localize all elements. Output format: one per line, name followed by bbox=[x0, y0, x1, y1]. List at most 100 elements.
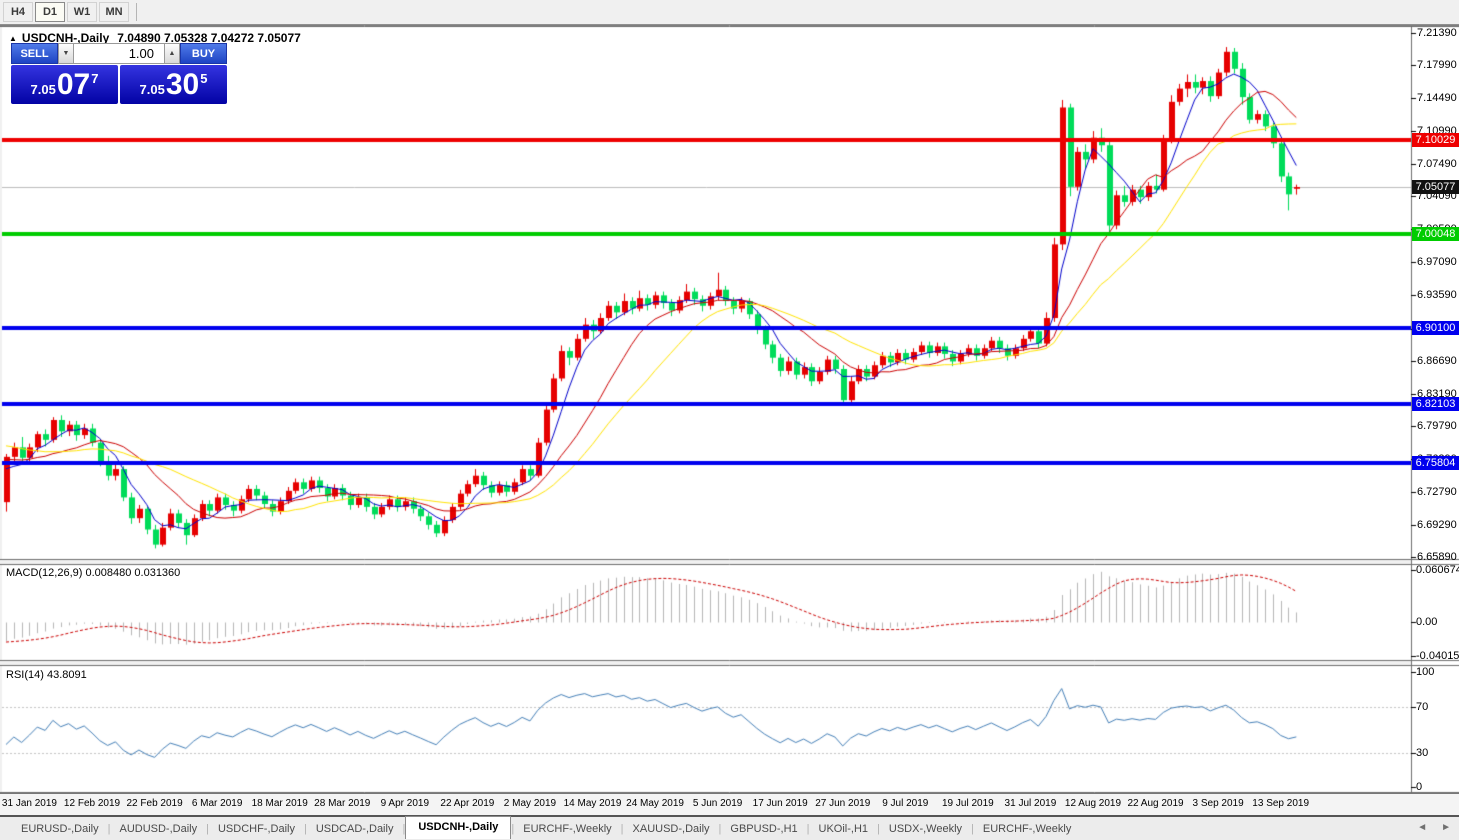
date-label: 14 May 2019 bbox=[563, 798, 622, 809]
tab-separator: | bbox=[402, 822, 406, 835]
tab-usdcad-daily[interactable]: USDCAD-,Daily bbox=[315, 822, 394, 835]
date-label: 22 Aug 2019 bbox=[1127, 798, 1184, 809]
price-badge-support-line-blue-2: 6.82103 bbox=[1412, 396, 1459, 411]
lot-decrease-button[interactable]: ▼ bbox=[58, 43, 74, 64]
tab-audusd-daily[interactable]: AUDUSD-,Daily bbox=[119, 822, 198, 835]
symbol-period-label: USDCNH-,Daily bbox=[21, 31, 110, 45]
date-label: 6 Mar 2019 bbox=[191, 798, 243, 809]
ohlc-values: 7.04890 7.05328 7.04272 7.05077 bbox=[117, 31, 301, 45]
tab-eurusd-daily[interactable]: EURUSD-,Daily bbox=[21, 822, 99, 835]
rsi-axis-label: 100 bbox=[1416, 666, 1435, 678]
sell-price-fraction: 7 bbox=[91, 71, 99, 86]
date-label: 18 Mar 2019 bbox=[251, 798, 308, 809]
timeframe-button-h4[interactable]: H4 bbox=[3, 2, 33, 22]
tab-eurchf-weekly[interactable]: EURCHF-,Weekly bbox=[523, 822, 612, 835]
date-label: 22 Apr 2019 bbox=[440, 798, 495, 809]
date-label: 22 Feb 2019 bbox=[126, 798, 183, 809]
macd-indicator-label: MACD(12,26,9) 0.008480 0.031360 bbox=[6, 567, 181, 579]
date-label: 9 Apr 2019 bbox=[380, 798, 429, 809]
buy-price-button[interactable]: 7.05 30 5 bbox=[120, 65, 227, 104]
price-tick-label: 7.17990 bbox=[1417, 59, 1457, 72]
price-tick-label: 6.83190 bbox=[1417, 387, 1457, 400]
price-tick-label: 7.07490 bbox=[1417, 158, 1457, 171]
price-tick-label: 7.14490 bbox=[1417, 92, 1457, 105]
date-label: 5 Jun 2019 bbox=[692, 798, 743, 809]
macd-axis-label: -0.040152 bbox=[1416, 650, 1459, 663]
timeframe-button-mn[interactable]: MN bbox=[99, 2, 129, 22]
price-tick-label: 6.79790 bbox=[1417, 419, 1457, 432]
date-label: 3 Sep 2019 bbox=[1192, 798, 1244, 809]
date-label: 19 Jul 2019 bbox=[942, 798, 994, 809]
symbol-tab-bar: EURUSD-,Daily | AUDUSD-,Daily | USDCHF-,Dail… bbox=[0, 815, 1459, 840]
buy-price-whole: 7.05 bbox=[139, 82, 165, 97]
sell-price-button[interactable]: 7.05 07 7 bbox=[11, 65, 118, 104]
rsi-axis-label: 0 bbox=[1416, 781, 1423, 793]
timeframe-button-w1[interactable]: W1 bbox=[67, 2, 97, 22]
tab-separator: | bbox=[620, 822, 624, 835]
sell-price-whole: 7.05 bbox=[30, 82, 56, 97]
tab-gbpusd-h1[interactable]: GBPUSD-,H1 bbox=[730, 822, 798, 835]
price-badge-resistance-line: 7.10029 bbox=[1412, 133, 1459, 148]
buy-price-fraction: 5 bbox=[200, 71, 208, 86]
price-tick-label: 6.69290 bbox=[1417, 518, 1457, 531]
lot-size-input[interactable] bbox=[74, 43, 164, 64]
date-label: 28 Mar 2019 bbox=[314, 798, 371, 809]
tab-scroll-nav: ◄ ► bbox=[1417, 822, 1451, 833]
tab-scroll-left-icon[interactable]: ◄ bbox=[1417, 822, 1428, 833]
one-click-trading-panel: SELL ▼ ▲ BUY 7.05 07 7 7.05 30 5 bbox=[11, 43, 227, 104]
collapse-triangle-icon[interactable]: ▲ bbox=[9, 33, 17, 43]
date-label: 27 Jun 2019 bbox=[815, 798, 871, 809]
date-label: 24 May 2019 bbox=[626, 798, 684, 809]
price-badge-support-line-green: 7.00048 bbox=[1412, 227, 1459, 242]
price-tick-label: 7.21390 bbox=[1417, 27, 1457, 39]
date-label: 9 Jul 2019 bbox=[882, 798, 929, 809]
buy-price-pips: 30 bbox=[165, 67, 200, 101]
date-label: 17 Jun 2019 bbox=[752, 798, 808, 809]
price-tick-label: 6.97090 bbox=[1417, 256, 1457, 269]
sell-price-pips: 07 bbox=[56, 67, 91, 101]
date-label: 31 Jul 2019 bbox=[1004, 798, 1057, 809]
tab-separator: | bbox=[303, 822, 307, 835]
timeframe-button-d1[interactable]: D1 bbox=[35, 2, 65, 22]
tab-separator: | bbox=[107, 822, 111, 835]
price-tick-label: 6.93590 bbox=[1417, 289, 1457, 302]
tab-separator: | bbox=[206, 822, 209, 835]
macd-axis-label: 0.060674 bbox=[1416, 564, 1459, 576]
tab-usdchf-daily[interactable]: USDCHF-,Daily bbox=[217, 822, 295, 835]
price-badge-support-line-blue-3: 6.75804 bbox=[1412, 456, 1459, 471]
price-tick-label: 6.72790 bbox=[1417, 485, 1457, 498]
chart-title: ▲ USDCNH-,Daily 7.04890 7.05328 7.04272 … bbox=[9, 31, 301, 45]
macd-axis-label: 0.00 bbox=[1416, 616, 1438, 628]
tab-ukoil-h1[interactable]: UKOil-,H1 bbox=[818, 822, 869, 835]
tab-separator: | bbox=[877, 822, 880, 835]
date-label: 2 May 2019 bbox=[503, 798, 557, 809]
buy-button[interactable]: BUY bbox=[180, 43, 227, 64]
rsi-axis-label: 70 bbox=[1416, 700, 1429, 713]
tab-separator: | bbox=[806, 822, 810, 835]
tab-eurchf-weekly[interactable]: EURCHF-,Weekly bbox=[982, 822, 1072, 835]
tab-scroll-right-icon[interactable]: ► bbox=[1441, 822, 1451, 833]
lot-increase-button[interactable]: ▲ bbox=[164, 43, 180, 64]
time-axis: 31 Jan 2019 12 Feb 2019 22 Feb 2019 6 Mar 2… bbox=[0, 793, 1459, 815]
rsi-indicator-label: RSI(14) 43.8091 bbox=[6, 669, 87, 681]
tab-xauusd-daily[interactable]: XAUUSD-,Daily bbox=[632, 822, 710, 835]
tab-separator: | bbox=[511, 822, 515, 835]
price-tick-label: 6.86690 bbox=[1417, 354, 1457, 367]
date-label: 31 Jan 2019 bbox=[1, 798, 57, 809]
tab-usdx-weekly[interactable]: USDX-,Weekly bbox=[888, 822, 963, 835]
toolbar-separator bbox=[136, 3, 137, 21]
timeframe-toolbar: H4 D1 W1 MN bbox=[0, 0, 1459, 25]
tab-separator: | bbox=[971, 822, 974, 835]
tab-usdcnh-daily[interactable]: USDCNH-,Daily bbox=[405, 815, 512, 839]
sell-button[interactable]: SELL bbox=[11, 43, 58, 64]
price-badge-current: 7.05077 bbox=[1412, 180, 1459, 195]
date-label: 13 Sep 2019 bbox=[1252, 798, 1310, 809]
price-tick-label: 6.65890 bbox=[1417, 550, 1457, 563]
price-badge-support-line-blue-1: 6.90100 bbox=[1412, 321, 1459, 336]
rsi-axis-label: 30 bbox=[1416, 746, 1429, 759]
date-label: 12 Feb 2019 bbox=[63, 798, 121, 809]
tab-separator: | bbox=[718, 822, 722, 835]
date-label: 12 Aug 2019 bbox=[1064, 798, 1122, 809]
